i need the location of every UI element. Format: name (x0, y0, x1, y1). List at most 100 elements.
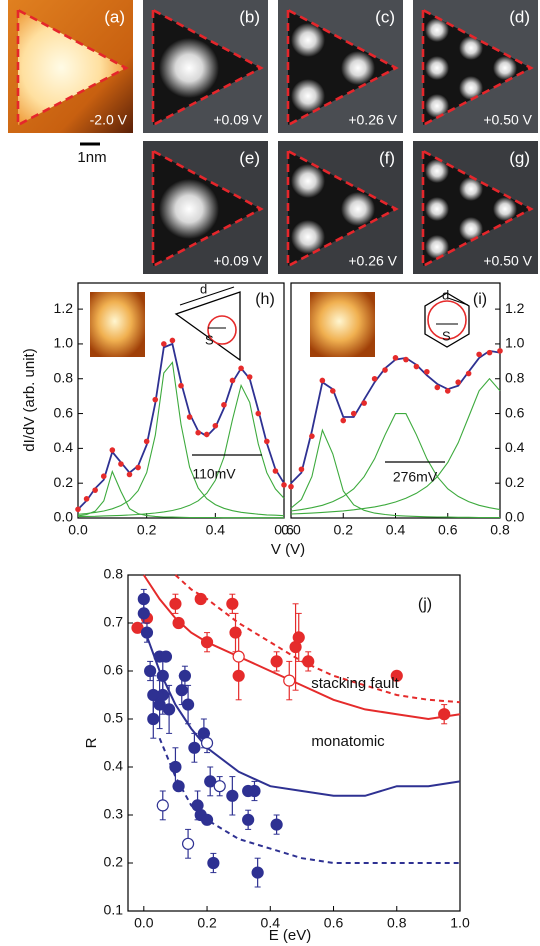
data-point (175, 684, 188, 697)
inset-label: S (442, 328, 451, 343)
data-point (319, 377, 326, 384)
image-label: (f) (379, 148, 395, 167)
data-point (283, 674, 296, 687)
data-point (270, 818, 283, 831)
island (18, 10, 126, 125)
image-label: (g) (509, 148, 530, 167)
lobe (159, 179, 219, 239)
data-point (281, 482, 287, 488)
data-point (264, 438, 270, 445)
data-point (213, 780, 226, 793)
data-point (204, 775, 217, 788)
lobe (341, 192, 375, 226)
stm-image: (b) +0.09 V (143, 0, 268, 133)
data-point (178, 382, 184, 389)
lobe (291, 23, 325, 57)
x-tick-label: 0.0 (134, 915, 154, 931)
annotation: stacking fault (311, 675, 399, 692)
inset-image (90, 292, 145, 357)
data-point (251, 866, 264, 879)
y-tick-label: 0.6 (54, 404, 74, 420)
outline (286, 7, 399, 128)
data-point (270, 655, 283, 668)
y-tick-label: 1.0 (54, 335, 74, 351)
data-point (131, 621, 144, 634)
x-tick-label: 0.2 (137, 522, 157, 538)
stm-image: (c) +0.26 V (278, 0, 403, 133)
data-point (137, 607, 150, 620)
island (423, 151, 531, 266)
lobe (459, 177, 483, 201)
data-point (438, 708, 451, 721)
y-tick-label: 0.6 (104, 662, 124, 678)
data-point (194, 592, 207, 606)
data-point (172, 616, 185, 630)
data-point (172, 780, 185, 793)
data-point (434, 384, 441, 391)
data-point (169, 760, 182, 774)
bias-label: +0.26 V (348, 253, 397, 269)
data-point (242, 813, 255, 826)
data-point (309, 433, 315, 439)
panel-label: (j) (418, 596, 432, 613)
image-label: (a) (104, 7, 125, 26)
x-tick-label: 0.2 (334, 522, 354, 538)
component-curve (290, 377, 501, 515)
outline (286, 148, 399, 269)
x-tick-label: 0.6 (324, 915, 344, 931)
y-tick-label: 0.2 (54, 474, 74, 490)
lobe (459, 76, 483, 100)
bias-label: +0.26 V (348, 112, 397, 128)
model-curve (142, 627, 461, 797)
y-tick-label: 0.1 (104, 902, 124, 918)
x-tick-label: 0.6 (274, 522, 294, 538)
data-point (203, 431, 210, 438)
data-point (413, 363, 420, 370)
lobe (425, 235, 449, 259)
data-point (169, 597, 182, 610)
data-point (200, 736, 214, 750)
data-point (371, 375, 378, 382)
bias-label: +0.09 V (213, 253, 262, 269)
data-point (92, 487, 98, 493)
outline (16, 7, 129, 128)
data-point (390, 669, 403, 682)
data-point (181, 698, 195, 711)
data-point (161, 341, 167, 347)
inset-circle (427, 300, 467, 340)
data-point (163, 703, 176, 716)
data-point (156, 799, 169, 812)
data-point (109, 447, 116, 453)
data-point (126, 471, 133, 478)
data-point (486, 349, 493, 356)
inset-shape (424, 292, 470, 348)
y-tick-label: 0.0 (54, 509, 74, 525)
stm-image: (f) +0.26 V (278, 141, 403, 274)
data-point (200, 813, 214, 826)
component-curve (77, 469, 284, 519)
data-point (272, 468, 279, 474)
inset-circle (207, 315, 237, 345)
data-point (159, 650, 173, 663)
data-point (186, 414, 193, 420)
y-tick-label: 0.8 (505, 369, 525, 385)
x-tick-label: 0.8 (490, 522, 510, 538)
data-point (144, 664, 157, 678)
x-tick-label: 0.0 (281, 522, 301, 538)
y-tick-label: 0.6 (505, 404, 525, 420)
data-point (361, 400, 367, 406)
data-point (135, 464, 141, 471)
lobe (459, 36, 483, 60)
data-point (221, 402, 227, 408)
lobe (159, 38, 219, 98)
data-point (226, 597, 239, 610)
data-point (248, 784, 261, 798)
data-point (246, 374, 253, 380)
stm-image: (g) +0.50 V (413, 141, 538, 274)
y-tick-label: 0.8 (54, 369, 74, 385)
component-curve (77, 383, 285, 518)
inset-shape (174, 291, 241, 362)
data-point (137, 592, 150, 606)
lobe (425, 56, 449, 80)
data-point (302, 655, 315, 668)
